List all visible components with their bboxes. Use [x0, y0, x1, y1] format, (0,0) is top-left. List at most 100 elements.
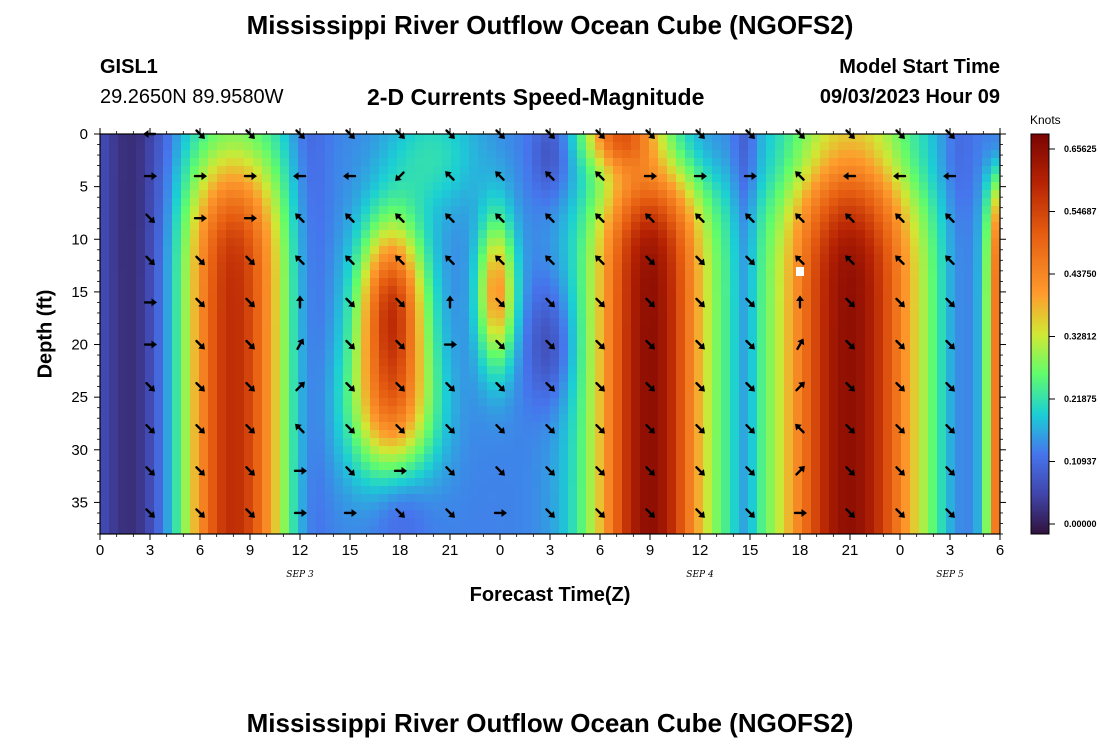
heatmap-cell — [730, 526, 740, 534]
heatmap-cell — [415, 270, 425, 279]
heatmap-cell — [307, 238, 317, 247]
heatmap-cell — [172, 438, 182, 447]
heatmap-cell — [766, 134, 776, 143]
heatmap-cell — [532, 166, 542, 175]
heatmap-cell — [838, 494, 848, 503]
heatmap-cell — [640, 262, 650, 271]
heatmap-cell — [613, 174, 623, 183]
heatmap-cell — [496, 366, 506, 375]
heatmap-cell — [928, 310, 938, 319]
heatmap-cell — [811, 398, 821, 407]
heatmap-cell — [640, 318, 650, 327]
heatmap-cell — [730, 150, 740, 159]
heatmap-cell — [226, 342, 236, 351]
heatmap-cell — [208, 310, 218, 319]
heatmap-cell — [883, 390, 893, 399]
heatmap-cell — [244, 174, 254, 183]
heatmap-cell — [604, 310, 614, 319]
heatmap-cell — [253, 174, 263, 183]
heatmap-cell — [784, 422, 794, 431]
heatmap-cell — [235, 430, 245, 439]
heatmap-cell — [172, 486, 182, 495]
heatmap-cell — [784, 470, 794, 479]
heatmap-cell — [451, 454, 461, 463]
heatmap-cell — [352, 142, 362, 151]
heatmap-cell — [100, 230, 110, 239]
heatmap-cell — [829, 326, 839, 335]
heatmap-cell — [595, 166, 605, 175]
heatmap-cell — [622, 350, 632, 359]
heatmap-cell — [127, 278, 137, 287]
heatmap-cell — [100, 278, 110, 287]
heatmap-cell — [937, 238, 947, 247]
heatmap-cell — [469, 246, 479, 255]
heatmap-cell — [658, 142, 668, 151]
heatmap-cell — [811, 350, 821, 359]
heatmap-cell — [100, 222, 110, 231]
heatmap-cell — [829, 174, 839, 183]
heatmap-cell — [928, 350, 938, 359]
heatmap-cell — [523, 486, 533, 495]
heatmap-cell — [523, 318, 533, 327]
heatmap-cell — [946, 198, 956, 207]
heatmap-cell — [685, 350, 695, 359]
heatmap-cell — [631, 302, 641, 311]
heatmap-cell — [937, 358, 947, 367]
heatmap-cell — [613, 142, 623, 151]
heatmap-cell — [649, 270, 659, 279]
heatmap-cell — [919, 358, 929, 367]
heatmap-cell — [415, 174, 425, 183]
heatmap-cell — [109, 278, 119, 287]
heatmap-cell — [802, 166, 812, 175]
heatmap-cell — [253, 438, 263, 447]
heatmap-cell — [739, 350, 749, 359]
heatmap-cell — [199, 494, 209, 503]
heatmap-cell — [460, 190, 470, 199]
heatmap-cell — [154, 374, 164, 383]
heatmap-cell — [748, 310, 758, 319]
heatmap-cell — [469, 270, 479, 279]
heatmap-cell — [676, 222, 686, 231]
heatmap-cell — [154, 286, 164, 295]
heatmap-cell — [469, 214, 479, 223]
heatmap-cell — [613, 518, 623, 527]
heatmap-cell — [415, 310, 425, 319]
heatmap-cell — [442, 134, 452, 143]
heatmap-cell — [955, 318, 965, 327]
heatmap-cell — [172, 134, 182, 143]
heatmap-cell — [964, 382, 974, 391]
heatmap-cell — [514, 390, 524, 399]
heatmap-cell — [361, 406, 371, 415]
heatmap-cell — [793, 326, 803, 335]
heatmap-cell — [874, 286, 884, 295]
heatmap-cell — [181, 318, 191, 327]
heatmap-cell — [964, 454, 974, 463]
heatmap-cell — [316, 134, 326, 143]
heatmap-cell — [874, 222, 884, 231]
heatmap-cell — [523, 478, 533, 487]
heatmap-cell — [109, 230, 119, 239]
heatmap-cell — [271, 374, 281, 383]
heatmap-cell — [379, 358, 389, 367]
heatmap-cell — [343, 334, 353, 343]
heatmap-cell — [253, 142, 263, 151]
heatmap-cell — [775, 190, 785, 199]
heatmap-cell — [487, 486, 497, 495]
heatmap-cell — [622, 286, 632, 295]
heatmap-cell — [325, 270, 335, 279]
heatmap-cell — [271, 150, 281, 159]
heatmap-cell — [712, 230, 722, 239]
heatmap-cell — [163, 350, 173, 359]
heatmap-cell — [478, 246, 488, 255]
heatmap-cell — [793, 206, 803, 215]
heatmap-cell — [874, 310, 884, 319]
heatmap-cell — [622, 406, 632, 415]
heatmap-cell — [100, 334, 110, 343]
heatmap-cell — [226, 238, 236, 247]
heatmap-cell — [928, 366, 938, 375]
heatmap-cell — [280, 214, 290, 223]
heatmap-cell — [712, 302, 722, 311]
heatmap-cell — [136, 390, 146, 399]
heatmap-cell — [577, 302, 587, 311]
heatmap-cell — [379, 302, 389, 311]
